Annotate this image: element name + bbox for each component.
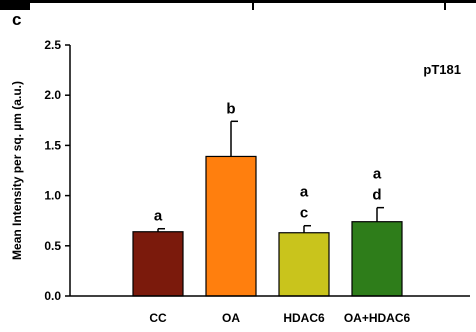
x-tick-label: CC <box>149 311 167 325</box>
bar <box>278 232 330 297</box>
top-left-panel-fragment <box>0 0 30 10</box>
significance-letter: a <box>373 166 382 183</box>
y-axis-ticks: 0.0 0.5 1.0 1.5 2.0 2.5 <box>44 38 70 303</box>
bar <box>132 231 184 297</box>
y-axis-label: Mean Intensity per sq. µm (a.u.) <box>10 81 24 260</box>
y-axis-label-group: Mean Intensity per sq. µm (a.u.) <box>10 81 24 260</box>
panel-label: c <box>12 10 21 29</box>
x-tick-label: OA <box>222 311 240 325</box>
y-tick-label: 0.5 <box>44 239 61 253</box>
bar <box>351 221 403 297</box>
x-tick-label: OA+HDAC6 <box>344 311 411 325</box>
y-tick-label: 1.0 <box>44 189 61 203</box>
y-tick-label: 2.5 <box>44 38 61 52</box>
y-tick-label: 1.5 <box>44 138 61 152</box>
significance-letter: c <box>300 205 308 222</box>
chart-annotation: pT181 <box>423 62 461 77</box>
y-tick-label: 0.0 <box>44 289 61 303</box>
top-border-strip <box>0 0 476 3</box>
x-axis-tick-labels: CC OA HDAC6 OA+HDAC6 <box>149 311 410 325</box>
y-tick-label: 2.0 <box>44 88 61 102</box>
bar <box>205 155 257 297</box>
significance-letter: b <box>226 100 235 117</box>
bars <box>132 155 403 297</box>
error-bars <box>157 120 384 233</box>
significance-letter: d <box>372 187 381 204</box>
significance-letter: a <box>154 208 163 225</box>
top-divider <box>252 0 254 10</box>
significance-letter: a <box>300 184 309 201</box>
x-tick-label: HDAC6 <box>283 311 325 325</box>
top-divider <box>444 0 446 10</box>
